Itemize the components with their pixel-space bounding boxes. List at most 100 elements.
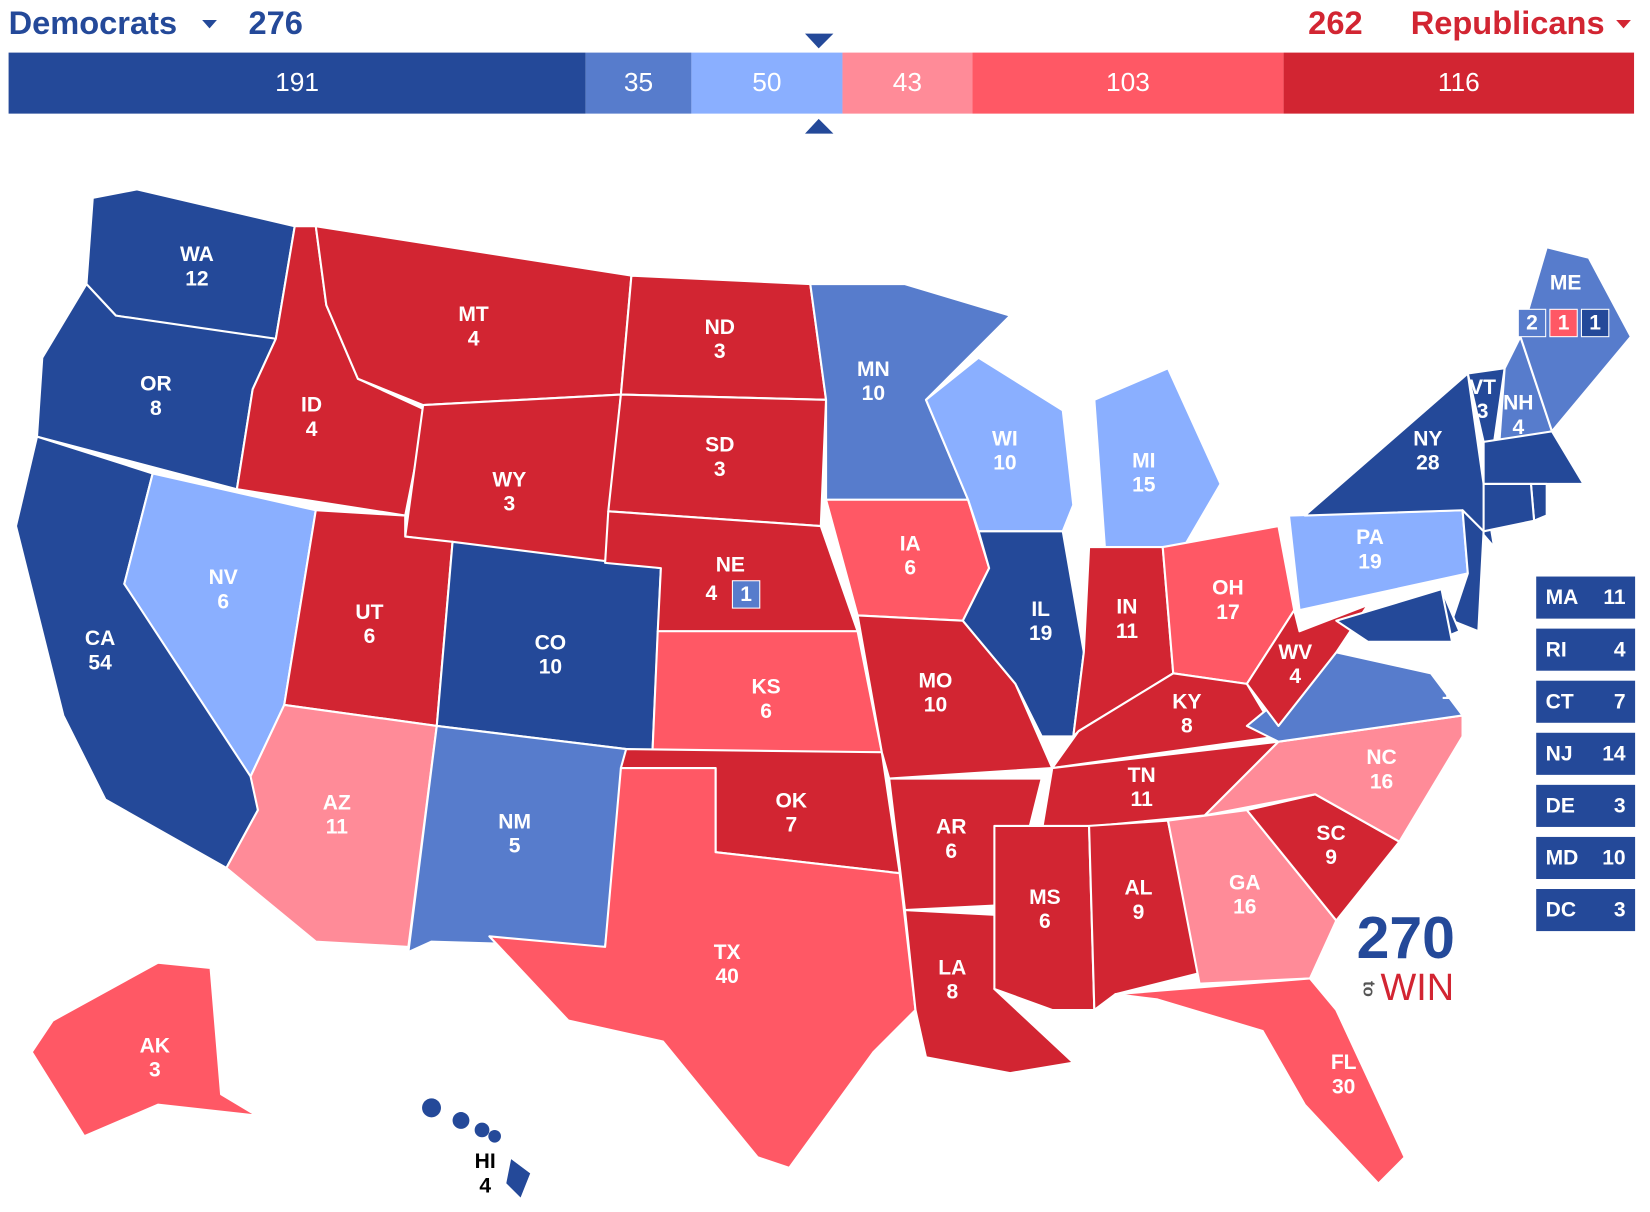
- state-abbr: ND: [705, 316, 735, 339]
- state-shape[interactable]: [1166, 809, 1338, 985]
- sidebar-ev: 14: [1602, 742, 1626, 765]
- bar-segment: [8, 52, 586, 114]
- sidebar-ev: 3: [1614, 899, 1626, 922]
- state-ev: 9: [1133, 901, 1145, 924]
- dem-caret[interactable]: [202, 19, 217, 29]
- state-abbr: UT: [355, 601, 383, 624]
- state-shape[interactable]: [961, 530, 1085, 738]
- state-ev: 11: [326, 816, 349, 839]
- state-ev: 16: [1370, 770, 1393, 793]
- sidebar-ev: 3: [1614, 795, 1626, 818]
- state-shape[interactable]: [504, 1156, 533, 1201]
- state-ev: 3: [1477, 400, 1489, 423]
- state-ev: 10: [539, 656, 562, 679]
- state-shape[interactable]: [1450, 509, 1485, 633]
- state-shape[interactable]: [1482, 482, 1536, 533]
- state-abbr: AL: [1124, 877, 1152, 900]
- state-shape[interactable]: [1519, 246, 1632, 433]
- bar-segment-label: 35: [624, 67, 653, 97]
- state-abbr: NY: [1413, 427, 1442, 450]
- logo: 270 to WIN: [1357, 906, 1455, 1009]
- state-ev: 19: [1029, 622, 1052, 645]
- state-abbr: TX: [714, 941, 741, 964]
- sidebar-abbr: MD: [1546, 847, 1579, 870]
- district-box[interactable]: [1549, 308, 1578, 338]
- sidebar-box[interactable]: [1536, 628, 1636, 671]
- state-abbr: SC: [1316, 822, 1345, 845]
- sidebar-box[interactable]: [1536, 576, 1636, 619]
- state-ev: 54: [88, 651, 112, 674]
- state-abbr: MS: [1029, 886, 1061, 909]
- state-abbr: TN: [1128, 764, 1156, 787]
- district-ev: 1: [1558, 312, 1570, 335]
- state-abbr: NM: [498, 810, 531, 833]
- state-abbr: CO: [535, 631, 567, 654]
- state-ev: 4: [479, 1174, 491, 1197]
- bar-segment: [1283, 52, 1635, 114]
- state-shape[interactable]: [924, 356, 1075, 533]
- state-abbr: KY: [1172, 690, 1201, 713]
- sidebar-box[interactable]: [1536, 836, 1636, 880]
- state-abbr: VT: [1469, 376, 1496, 399]
- district-box[interactable]: [731, 580, 761, 609]
- sidebar-abbr: CT: [1546, 690, 1574, 713]
- state-shape[interactable]: [993, 824, 1096, 1012]
- state-ev: 3: [714, 340, 726, 363]
- state-abbr: OH: [1212, 577, 1244, 600]
- state-shape[interactable]: [1114, 977, 1406, 1185]
- sidebar-box[interactable]: [1536, 889, 1636, 932]
- state-shape[interactable]: [452, 1112, 470, 1129]
- sidebar-box[interactable]: [1536, 784, 1636, 827]
- state-shape[interactable]: [488, 1129, 501, 1143]
- state-abbr: ID: [301, 394, 322, 417]
- state-ev: 19: [1358, 550, 1381, 573]
- sidebar-ev: 11: [1603, 586, 1626, 609]
- state-shape[interactable]: [1335, 588, 1454, 643]
- state-ev: 10: [993, 452, 1016, 475]
- state-shape[interactable]: [474, 1122, 490, 1138]
- state-abbr: OK: [776, 789, 808, 812]
- state-abbr: CA: [85, 627, 115, 650]
- state-abbr: LA: [938, 957, 966, 980]
- sidebar-abbr: DE: [1546, 795, 1575, 818]
- state-abbr: AZ: [323, 791, 351, 814]
- state-ev: 16: [1233, 896, 1256, 919]
- state-abbr: WA: [180, 243, 214, 266]
- state-shape[interactable]: [30, 961, 328, 1159]
- state-abbr: NC: [1366, 746, 1396, 769]
- state-shape[interactable]: [1051, 672, 1280, 770]
- state-shape[interactable]: [1088, 819, 1201, 1012]
- state-abbr: HI: [475, 1150, 496, 1173]
- logo-number: 270: [1357, 906, 1455, 971]
- state-ev: 4: [306, 418, 318, 441]
- bar-segment: [585, 52, 692, 114]
- sidebar-box[interactable]: [1536, 680, 1636, 723]
- state-ev: 28: [1416, 452, 1440, 475]
- state-abbr: OR: [140, 373, 172, 396]
- state-shape[interactable]: [422, 1098, 441, 1118]
- district-box[interactable]: [1517, 308, 1547, 338]
- state-abbr: WY: [492, 468, 526, 491]
- rep-caret[interactable]: [1616, 19, 1631, 29]
- bar-segment: [842, 52, 973, 114]
- state-ev: 6: [904, 557, 916, 580]
- state-ev: 7: [785, 813, 797, 836]
- state-shape[interactable]: [1482, 430, 1585, 486]
- state-abbr: AK: [140, 1034, 170, 1057]
- state-ev: 40: [715, 965, 738, 988]
- state-ev: 11: [1116, 620, 1139, 643]
- threshold-marker-top: [805, 33, 834, 49]
- rep-label[interactable]: Republicans: [1411, 4, 1605, 41]
- state-ev: 3: [149, 1059, 161, 1082]
- state-ev: 4: [706, 582, 718, 605]
- sidebar-box[interactable]: [1536, 732, 1636, 775]
- state-shape[interactable]: [488, 766, 917, 1169]
- state-shape[interactable]: [1093, 367, 1222, 549]
- state-shape[interactable]: [1245, 603, 1369, 727]
- state-abbr: WV: [1278, 641, 1312, 664]
- state-ev: 10: [862, 382, 885, 405]
- state-abbr: IA: [900, 533, 921, 556]
- dem-label[interactable]: Democrats: [9, 4, 178, 41]
- district-box[interactable]: [1580, 308, 1610, 338]
